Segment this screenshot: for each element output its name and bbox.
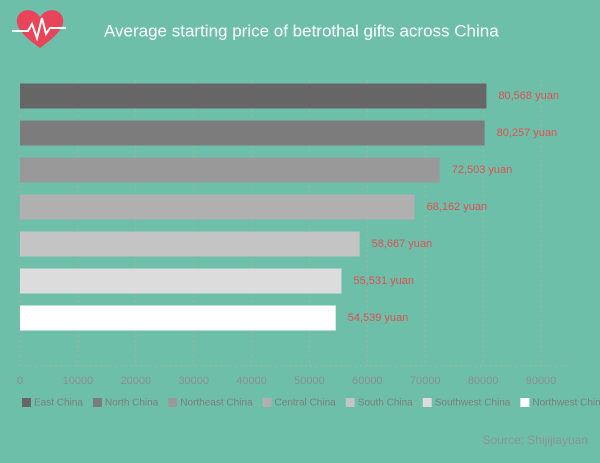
legend-swatch — [520, 398, 530, 407]
value-label: 54,539 yuan — [348, 312, 409, 324]
x-tick-label: 50000 — [294, 375, 325, 387]
bar — [20, 83, 487, 109]
bar — [20, 231, 360, 257]
value-label: 72,503 yuan — [452, 164, 513, 176]
legend-label: North China — [105, 398, 159, 409]
value-label: 68,162 yuan — [427, 201, 488, 213]
value-label: 80,568 yuan — [498, 90, 559, 102]
bar — [20, 157, 440, 183]
legend-swatch — [345, 398, 355, 407]
x-tick-label: 80000 — [468, 375, 499, 387]
legend-label: Northeast China — [180, 398, 253, 409]
heart-icon — [12, 10, 66, 48]
bar — [20, 305, 336, 331]
legend-label: East China — [34, 398, 83, 409]
legend-swatch — [422, 398, 432, 407]
value-label: 80,257 yuan — [497, 127, 558, 139]
x-tick-label: 70000 — [410, 375, 441, 387]
legend-swatch — [92, 398, 102, 407]
bar — [20, 268, 342, 294]
x-tick-label: 60000 — [352, 375, 383, 387]
legend-label: Southwest China — [435, 398, 511, 409]
legend-swatch — [262, 398, 272, 407]
source: Source: Shijijiayuan — [483, 433, 588, 447]
legend-swatch — [168, 398, 178, 407]
value-label: 55,531 yuan — [353, 275, 414, 287]
chart-title: Average starting price of betrothal gift… — [104, 21, 499, 40]
x-tick-label: 40000 — [236, 375, 267, 387]
legend-label: Northwest China — [532, 398, 600, 409]
x-tick-label: 90000 — [526, 375, 557, 387]
legend-swatch — [22, 398, 31, 407]
value-label: 58,667 yuan — [372, 238, 433, 250]
x-tick-label: 10000 — [63, 375, 94, 387]
legend-label: Central China — [275, 398, 337, 409]
bar — [20, 194, 415, 220]
x-tick-label: 0 — [17, 375, 23, 387]
legend-label: South China — [358, 398, 413, 409]
bar — [20, 120, 485, 146]
x-tick-label: 30000 — [178, 375, 209, 387]
x-tick-label: 20000 — [120, 375, 151, 387]
